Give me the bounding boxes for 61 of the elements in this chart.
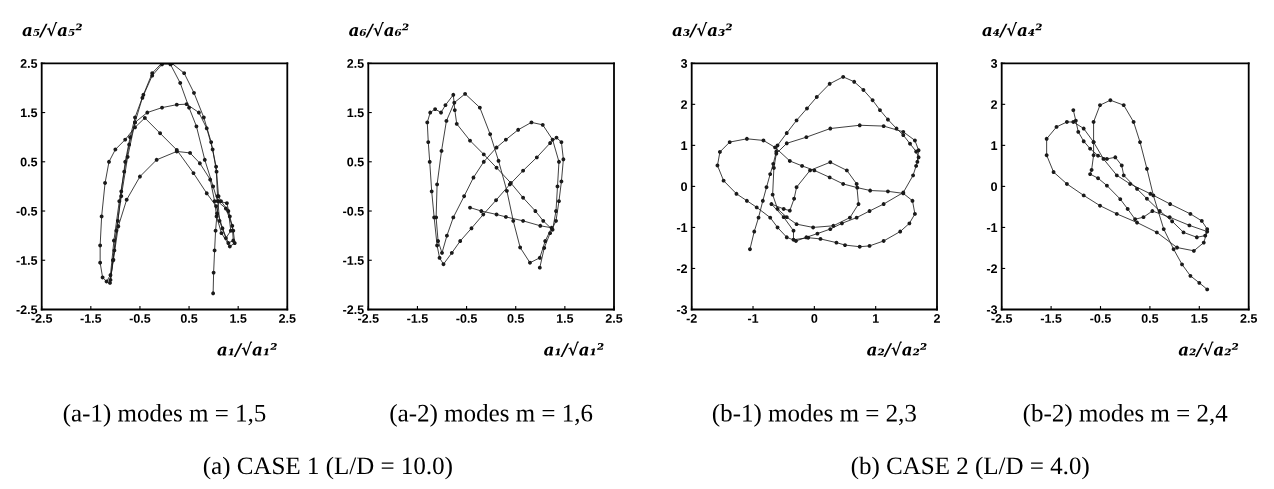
- y-tick-label: 3: [990, 59, 998, 68]
- y-axis-title: a₃/√a₃²: [672, 22, 732, 38]
- y-axis-title: a₅/√a₅²: [22, 22, 82, 38]
- x-tick-label: 0.5: [507, 314, 525, 323]
- text: (b-1) modes m = 2,3: [712, 404, 916, 427]
- x-tick-label: 1.5: [556, 314, 574, 323]
- y-tick-label: -2.5: [16, 305, 38, 315]
- y-tick-label: 0.5: [347, 157, 364, 167]
- y-tick-label: -1.5: [16, 256, 38, 265]
- y-tick-label: -1.5: [343, 256, 364, 265]
- y-tick-label: -2: [676, 264, 688, 273]
- y-tick-label: -0.5: [16, 206, 38, 216]
- y-tick-label: 2: [991, 100, 998, 109]
- y-axis-title: a₄/√a₄²: [982, 22, 1042, 38]
- y-tick-label: 2.5: [347, 59, 364, 68]
- y-tick-label: 1: [991, 141, 998, 150]
- y-tick-label: -3: [986, 305, 998, 315]
- x-tick-label: 0.5: [180, 314, 198, 323]
- y-tick-label: 1: [681, 141, 688, 150]
- x-tick-label: 0.5: [1141, 314, 1159, 323]
- x-tick-label: 0: [811, 314, 818, 323]
- y-tick-label: -3: [676, 305, 688, 315]
- y-axis-title: a₆/√a₆²: [349, 22, 409, 38]
- y-tick-label: 0: [991, 182, 998, 192]
- y-tick-label: -1: [676, 223, 688, 232]
- y-tick-label: 3: [680, 59, 688, 68]
- x-tick-label: -2.5: [358, 314, 379, 323]
- y-tick-label: -2.5: [343, 305, 364, 315]
- text: (a-1) modes m = 1,5: [63, 404, 266, 427]
- x-tick-label: -0.5: [1090, 314, 1111, 323]
- x-tick-label: -1.5: [407, 314, 428, 323]
- x-tick-label: -2.5: [31, 314, 53, 323]
- y-tick-label: -2: [986, 264, 998, 273]
- text: (a) CASE 1 (L/D = 10.0): [203, 456, 452, 480]
- x-axis-title: a₁/√a₁²: [544, 341, 604, 357]
- y-tick-label: 2: [681, 100, 688, 109]
- y-tick-label: 0.5: [20, 157, 38, 167]
- x-axis-title: a₂/√a₂²: [1178, 341, 1239, 357]
- text: (b) CASE 2 (L/D = 4.0): [851, 456, 1089, 480]
- x-tick-label: 2: [933, 314, 940, 323]
- y-tick-label: -0.5: [343, 206, 364, 216]
- x-tick-label: -1.5: [1040, 314, 1062, 323]
- y-tick-label: -1: [986, 223, 998, 232]
- x-tick-label: 2.5: [279, 314, 296, 323]
- y-tick-label: 2.5: [20, 59, 38, 68]
- text: (b-2) modes m = 2,4: [1023, 404, 1228, 427]
- x-tick-label: -1: [747, 314, 759, 323]
- x-axis-title: a₁/√a₁²: [217, 341, 277, 357]
- y-tick-label: 0: [681, 182, 688, 192]
- x-axis-title: a₂/√a₂²: [867, 341, 927, 357]
- x-tick-label: 2.5: [1240, 314, 1258, 323]
- text: (a-2) modes m = 1,6: [390, 404, 593, 427]
- x-tick-label: 1: [872, 314, 879, 323]
- x-tick-label: -0.5: [129, 314, 151, 323]
- x-tick-label: -0.5: [456, 314, 477, 323]
- y-tick-label: 1.5: [20, 108, 38, 118]
- x-tick-label: 1.5: [230, 314, 247, 323]
- x-tick-label: 2.5: [605, 314, 623, 323]
- x-tick-label: -1.5: [80, 314, 102, 323]
- y-tick-label: 1.5: [347, 108, 364, 118]
- x-tick-label: 1.5: [1191, 314, 1208, 323]
